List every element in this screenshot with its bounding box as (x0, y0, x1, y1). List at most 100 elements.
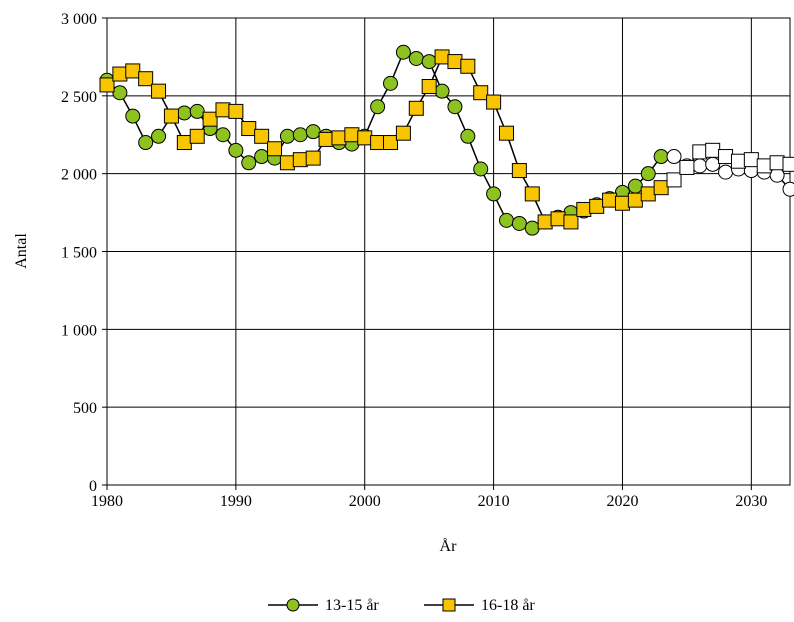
data-point (653, 180, 669, 196)
data-point (305, 124, 321, 140)
data-point (370, 99, 386, 115)
data-point (279, 128, 295, 144)
data-point (395, 125, 411, 141)
data-point (718, 164, 734, 180)
data-point (215, 127, 231, 143)
y-tick-label: 3 000 (61, 11, 97, 28)
data-point (383, 75, 399, 91)
y-tick-label: 2 000 (61, 167, 97, 184)
data-point (550, 211, 566, 227)
y-tick-label: 500 (73, 400, 97, 417)
legend-item: 13-15 år (268, 597, 379, 614)
y-tick-label: 1 500 (61, 245, 97, 262)
legend-marker (286, 598, 300, 612)
x-axis-label: År (440, 537, 458, 555)
x-tick-label: 2000 (349, 493, 381, 510)
series-group (99, 44, 794, 236)
data-point (151, 83, 167, 99)
legend: 13-15 år 16-18 år (268, 597, 535, 614)
y-tick-label: 1 000 (61, 322, 97, 339)
data-point (627, 192, 643, 208)
legend-label: 16-18 år (481, 597, 535, 614)
legend-label: 13-15 år (325, 597, 379, 614)
data-point (602, 192, 618, 208)
data-point (679, 159, 695, 175)
legend-marker (442, 598, 456, 612)
data-point (228, 142, 244, 158)
data-point (434, 49, 450, 65)
y-tick-label: 0 (89, 478, 97, 495)
data-point (408, 100, 424, 116)
data-point (692, 158, 708, 174)
data-point (176, 105, 192, 121)
data-point (125, 63, 141, 79)
x-tick-label: 1980 (91, 493, 123, 510)
data-point (473, 85, 489, 101)
data-point (627, 178, 643, 194)
data-point (692, 144, 708, 160)
data-point (769, 155, 785, 171)
x-tick-label: 2030 (735, 493, 767, 510)
data-point (267, 141, 283, 157)
x-tick-label: 2020 (606, 493, 638, 510)
data-point (705, 156, 721, 172)
data-point (370, 135, 386, 151)
data-point (202, 111, 218, 127)
data-point (434, 83, 450, 99)
x-tick-label: 1990 (220, 493, 252, 510)
data-point (112, 85, 128, 101)
data-point (241, 121, 257, 137)
y-axis-label: Antal (13, 233, 30, 269)
data-point (498, 125, 514, 141)
series-square (99, 49, 794, 230)
data-point (279, 155, 295, 171)
data-point (99, 77, 115, 93)
data-point (112, 66, 128, 82)
data-point (138, 71, 154, 87)
data-point (563, 214, 579, 230)
data-point (228, 103, 244, 119)
data-point (189, 128, 205, 144)
data-point (447, 99, 463, 115)
data-point (589, 198, 605, 214)
data-point (395, 44, 411, 60)
data-point (486, 94, 502, 110)
data-point (782, 181, 794, 197)
data-point (576, 201, 592, 217)
data-point (537, 214, 553, 230)
data-point (292, 127, 308, 143)
data-point (189, 103, 205, 119)
data-point (666, 172, 682, 188)
data-point (498, 212, 514, 228)
x-axis-ticks: 1980 1990 2000 2010 2020 2030 (91, 485, 767, 510)
data-point (176, 135, 192, 151)
data-point (292, 152, 308, 168)
data-point (331, 130, 347, 146)
data-point (305, 150, 321, 166)
data-point (460, 58, 476, 74)
data-point (421, 78, 437, 94)
data-point (486, 186, 502, 202)
data-point (215, 102, 231, 118)
data-point (447, 54, 463, 70)
data-point (357, 130, 373, 146)
data-point (614, 195, 630, 211)
data-point (756, 158, 772, 174)
y-axis-ticks: 0 500 1 000 1 500 2 000 2 500 3 000 (61, 11, 107, 495)
data-point (125, 108, 141, 124)
data-point (524, 186, 540, 202)
data-point (344, 127, 360, 143)
data-point (254, 149, 270, 165)
data-point (151, 128, 167, 144)
data-point (473, 161, 489, 177)
data-point (460, 128, 476, 144)
data-point (163, 108, 179, 124)
grid-lines (107, 18, 790, 485)
data-point (718, 149, 734, 165)
data-point (730, 153, 746, 169)
data-point (524, 220, 540, 236)
data-point (769, 167, 785, 183)
data-point (640, 186, 656, 202)
data-point (383, 135, 399, 151)
